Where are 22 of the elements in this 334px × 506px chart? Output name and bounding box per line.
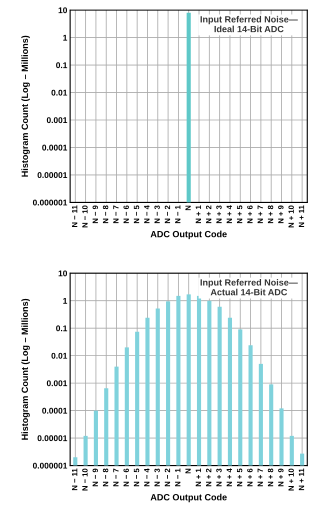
y-tick-label: 0.00001 — [38, 172, 68, 178]
y-tick-label: 0.000001 — [32, 462, 68, 469]
x-axis-title: ADC Output Code — [150, 494, 227, 502]
text: Input Referred Noise— Actual 14-Bit ADC — [200, 279, 298, 296]
x-axis-title: ADC Output Code — [150, 230, 227, 240]
y-tick-label: 10 — [58, 270, 68, 276]
y-tick-label: 0.1 — [56, 325, 68, 332]
y-tick-label: 0.01 — [51, 352, 68, 359]
y-tick-label: 0.000001 — [32, 200, 68, 206]
y-tick-label: 1 — [63, 298, 68, 304]
y-tick-label: 0.001 — [46, 380, 68, 386]
y-tick-label: 0.0001 — [42, 144, 68, 151]
y-tick-label: 0.01 — [51, 90, 68, 96]
text: Input Referred Noise— Ideal 14-Bit ADC — [200, 16, 298, 32]
y-tick-label: 0.1 — [56, 62, 68, 68]
y-tick-label: 10 — [58, 7, 68, 14]
y-tick-label: 0.0001 — [42, 408, 68, 414]
y-axis-title: Histogram Count (Log – Millions) — [21, 298, 30, 440]
y-tick-label: 1 — [63, 34, 68, 41]
y-tick-label: 0.00001 — [38, 435, 68, 442]
y-tick-label: 0.001 — [46, 117, 68, 124]
y-axis-title: Histogram Count (Log – Millions) — [21, 36, 30, 177]
